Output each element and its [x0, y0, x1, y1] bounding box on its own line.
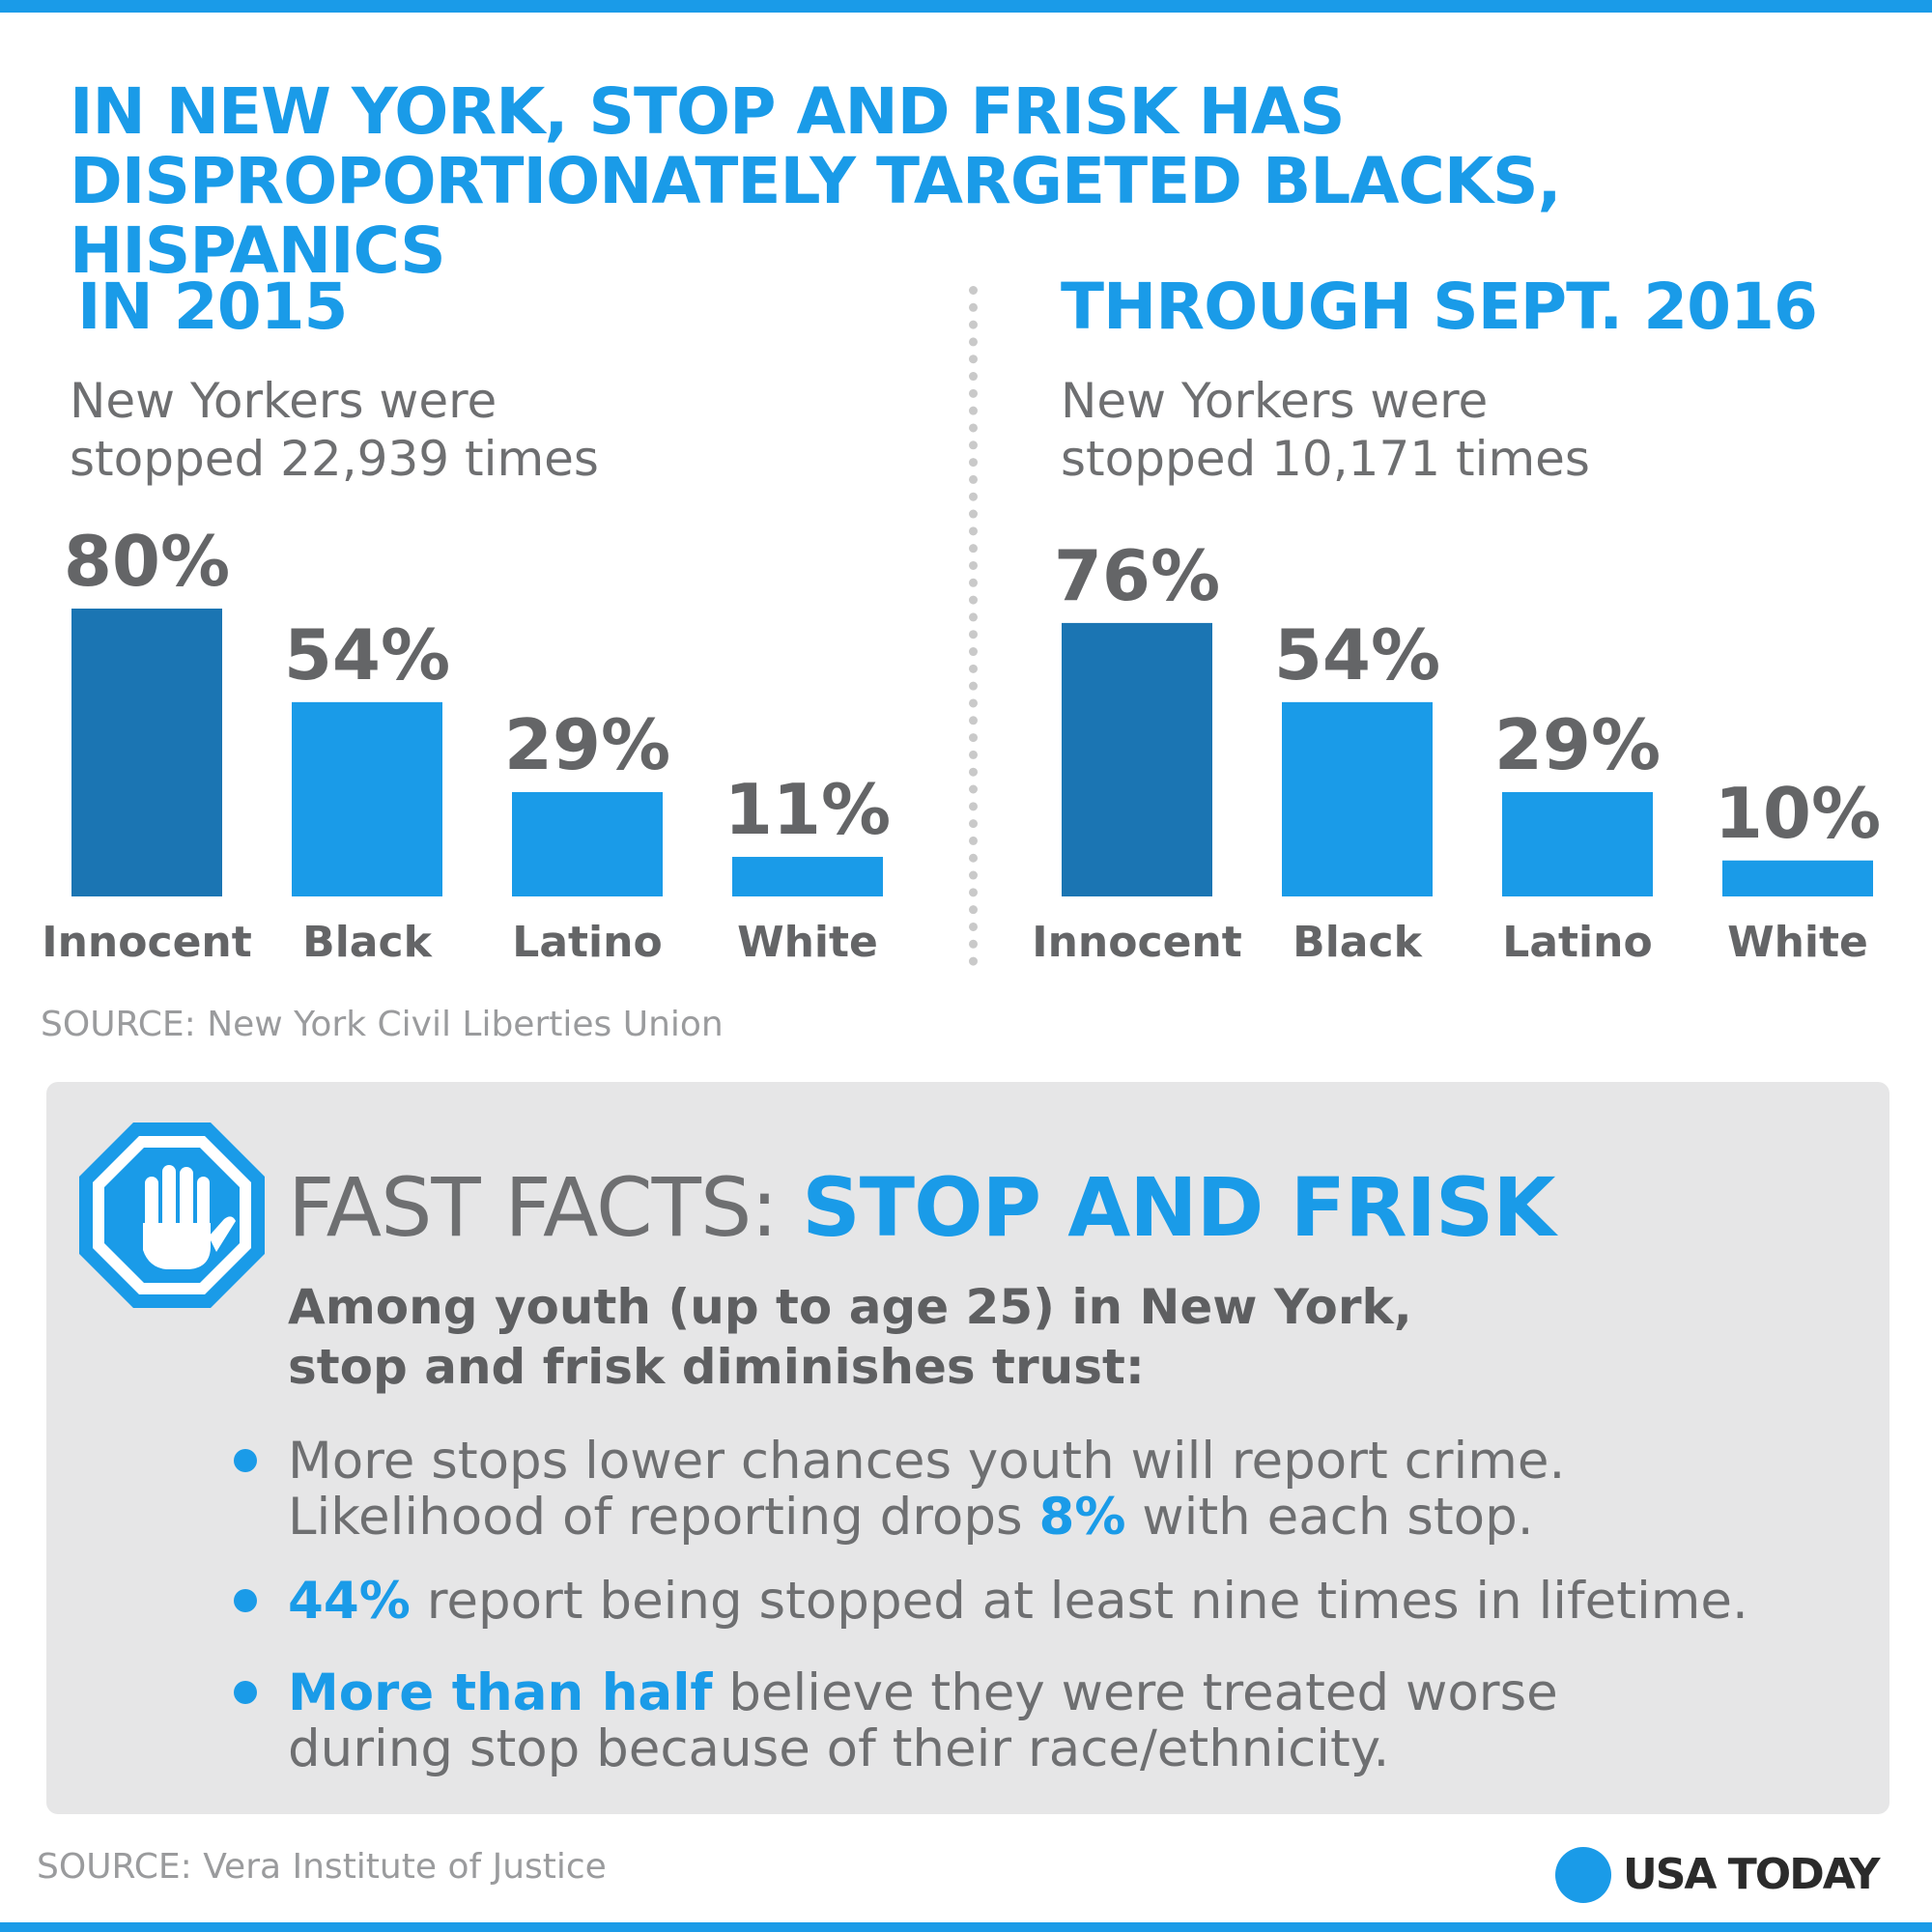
bar-innocent	[1062, 622, 1212, 896]
category-label-white: White	[737, 918, 878, 967]
bullet-dot	[234, 1681, 257, 1704]
value-label-latino: 29%	[504, 704, 670, 785]
panel-2016-subtitle: New Yorkers were stopped 10,171 times	[1061, 372, 1590, 488]
category-label-latino: Latino	[512, 918, 662, 967]
value-label-innocent: 76%	[1054, 535, 1220, 616]
fact-1-line-2-end: with each stop.	[1125, 1488, 1534, 1547]
fast-facts-intro-line-1: Among youth (up to age 25) in New York,	[288, 1279, 1412, 1335]
bullet-dot	[234, 1589, 257, 1612]
usa-today-dot-icon	[1555, 1847, 1611, 1903]
fast-facts-intro: Among youth (up to age 25) in New York, …	[288, 1277, 1795, 1397]
fast-facts-title-strong: STOP AND FRISK	[802, 1160, 1555, 1255]
fact-3-line-1: believe they were treated worse	[712, 1663, 1558, 1722]
panel-divider	[969, 286, 978, 966]
panel-2015-sub-line-1: New Yorkers were	[70, 373, 497, 429]
usa-today-wordmark: USA TODAY	[1623, 1850, 1880, 1899]
category-label-innocent: Innocent	[1032, 918, 1242, 967]
bar-black	[1282, 701, 1433, 896]
fact-1-line-1: More stops lower chances youth will repo…	[288, 1432, 1566, 1491]
fast-facts-panel	[46, 1082, 1889, 1814]
fast-facts-intro-line-2: stop and frisk diminishes trust:	[288, 1339, 1145, 1395]
stop-hand-icon	[79, 1122, 265, 1308]
value-label-innocent: 80%	[64, 521, 230, 602]
bar-chart-2015: 80% Innocent 54% Black 29% Latino 11% White	[42, 521, 891, 967]
bar-latino	[512, 791, 663, 896]
headline: IN NEW YORK, STOP AND FRISK HAS DISPROPO…	[70, 77, 1886, 286]
value-label-white: 10%	[1715, 773, 1881, 854]
top-rule	[0, 0, 1932, 13]
category-label-innocent: Innocent	[42, 918, 252, 967]
fact-bullet-2: 44% report being stopped at least nine t…	[234, 1572, 1843, 1631]
bullet-dot	[234, 1449, 257, 1472]
fast-facts-title: FAST FACTS: STOP AND FRISK	[288, 1164, 1555, 1251]
panel-2016-sub-line-1: New Yorkers were	[1061, 373, 1489, 429]
bar-innocent	[71, 609, 222, 896]
headline-line-1: IN NEW YORK, STOP AND FRISK HAS	[70, 74, 1346, 149]
category-label-latino: Latino	[1502, 918, 1652, 967]
fact-2-highlight: 44%	[288, 1572, 411, 1631]
panel-2015-title: IN 2015	[77, 270, 348, 344]
fast-facts-title-plain: FAST FACTS:	[288, 1160, 803, 1255]
value-label-latino: 29%	[1494, 704, 1661, 785]
bar-black	[292, 701, 442, 896]
bar-chart-2016: 76% Innocent 54% Black 29% Latino 10% White	[1032, 535, 1881, 967]
source-vera: SOURCE: Vera Institute of Justice	[37, 1847, 607, 1887]
bar-white	[1722, 860, 1873, 896]
fact-1-line-2: Likelihood of reporting drops	[288, 1488, 1039, 1547]
category-label-white: White	[1727, 918, 1868, 967]
panel-2016-sub-line-2: stopped 10,171 times	[1061, 431, 1590, 487]
category-label-black: Black	[1293, 918, 1423, 967]
bottom-rule	[0, 1922, 1932, 1932]
fact-3-highlight: More than half	[288, 1663, 713, 1722]
headline-line-2: DISPROPORTIONATELY TARGETED BLACKS, HISP…	[70, 144, 1562, 288]
fact-bullet-1: More stops lower chances youth will repo…	[234, 1432, 1843, 1547]
panel-2016-title: THROUGH SEPT. 2016	[1061, 270, 1818, 344]
category-label-black: Black	[302, 918, 433, 967]
value-label-black: 54%	[284, 614, 450, 696]
value-label-white: 11%	[724, 769, 891, 850]
panel-2015-subtitle: New Yorkers were stopped 22,939 times	[70, 372, 599, 488]
fact-3-line-2: during stop because of their race/ethnic…	[288, 1719, 1390, 1778]
value-label-black: 54%	[1274, 614, 1440, 696]
panel-2015-sub-line-2: stopped 22,939 times	[70, 431, 599, 487]
fact-1-highlight: 8%	[1038, 1488, 1126, 1547]
fact-bullet-3: More than half believe they were treated…	[234, 1663, 1843, 1778]
bar-latino	[1502, 791, 1653, 896]
bar-white	[732, 857, 883, 896]
fact-2-text: report being stopped at least nine times…	[410, 1572, 1748, 1631]
source-nyclu: SOURCE: New York Civil Liberties Union	[41, 1005, 724, 1044]
